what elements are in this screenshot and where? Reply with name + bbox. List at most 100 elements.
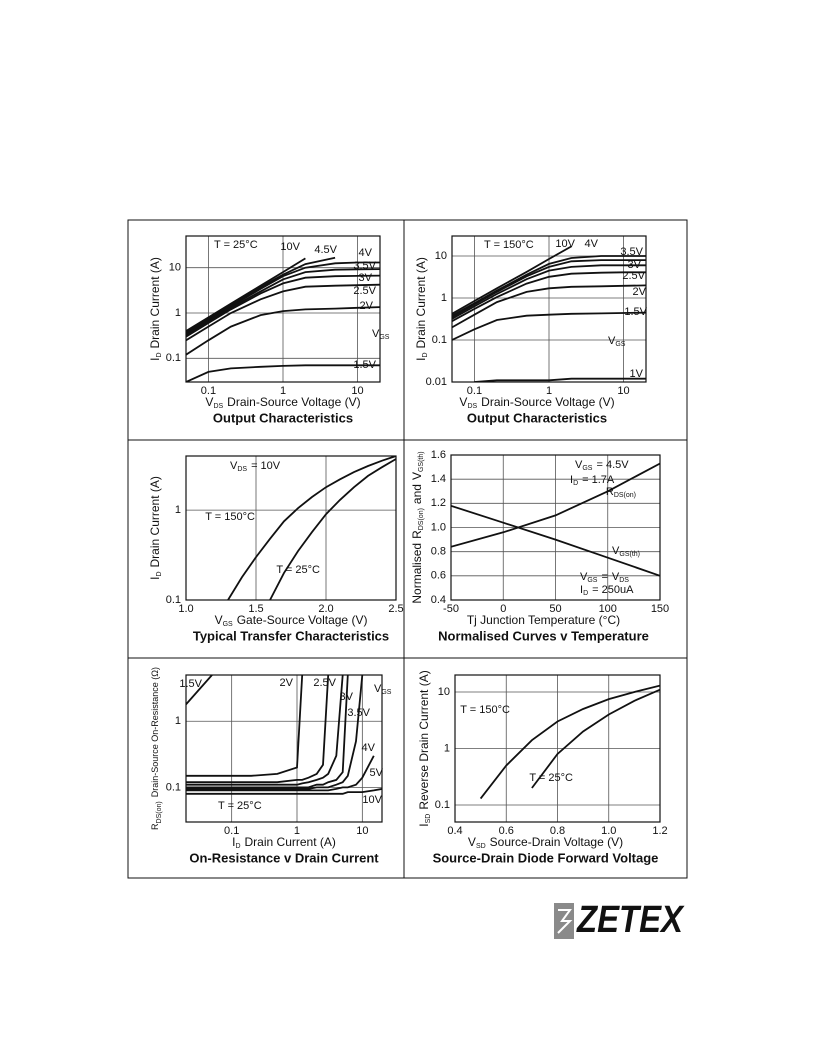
frame bbox=[127, 219, 688, 879]
curve-label: 3.5V bbox=[347, 707, 370, 719]
text-part: T = 25°C bbox=[276, 564, 320, 576]
subscript: GS(th) bbox=[418, 451, 425, 472]
curve-label: 3V bbox=[340, 691, 354, 703]
subscript: D bbox=[156, 571, 163, 576]
curve bbox=[452, 255, 646, 317]
text-part: 3.5V bbox=[620, 246, 643, 258]
x-tick-label: 1.2 bbox=[652, 825, 667, 837]
subscript: SD bbox=[425, 814, 432, 824]
curve bbox=[186, 675, 213, 705]
subscript: DS bbox=[619, 577, 629, 584]
symbol: I bbox=[148, 358, 162, 361]
symbol: V bbox=[468, 835, 476, 849]
y-tick-label: 0.1 bbox=[166, 352, 181, 364]
subscript: GS bbox=[381, 689, 391, 696]
y-axis-label: RDS(on) Drain-Source On-Resistance (Ω) bbox=[150, 667, 162, 830]
y-tick-label: 10 bbox=[435, 250, 447, 262]
curve-label: 2V bbox=[633, 286, 647, 298]
curve-label: 3V bbox=[359, 272, 373, 284]
curve bbox=[186, 364, 380, 382]
x-tick-label: 0.8 bbox=[550, 825, 565, 837]
subscript: GS bbox=[223, 621, 233, 628]
symbol: V bbox=[215, 613, 223, 627]
annotation: VGS = VDS bbox=[580, 571, 629, 584]
symbol: V bbox=[580, 571, 588, 583]
plot-border bbox=[450, 454, 661, 601]
subscript: D bbox=[583, 590, 588, 597]
chart bbox=[454, 674, 661, 823]
y-tick-label: 1.4 bbox=[431, 473, 446, 485]
curve bbox=[531, 688, 660, 789]
y-axis-label: ISD Reverse Drain Current (A) bbox=[417, 670, 432, 826]
x-axis-label: VGS Gate-Source Voltage (V) bbox=[215, 613, 368, 628]
y-tick-label: 1.2 bbox=[431, 497, 446, 509]
subscript: GS(th) bbox=[619, 551, 640, 558]
text-part: Drain-Source On-Resistance (Ω) bbox=[150, 667, 160, 797]
subscript: GS bbox=[587, 577, 597, 584]
subscript: GS bbox=[379, 334, 389, 341]
symbol: V bbox=[459, 395, 467, 409]
symbol: R bbox=[150, 823, 160, 830]
subscript: GS bbox=[615, 341, 625, 348]
text-part: 5V bbox=[370, 767, 384, 779]
x-tick-label: 1 bbox=[546, 385, 552, 397]
x-tick-label: 1 bbox=[294, 825, 300, 837]
curve bbox=[452, 259, 646, 318]
text-part: Drain Current (A) bbox=[414, 257, 428, 348]
text-part: Normalised bbox=[410, 543, 424, 604]
chart bbox=[450, 454, 661, 601]
text-part: and bbox=[410, 484, 424, 504]
curve-label: 10V bbox=[280, 241, 300, 253]
symbol: V bbox=[410, 472, 424, 480]
text-part: 1.5V bbox=[624, 306, 647, 318]
curve bbox=[186, 306, 380, 356]
curve-label: T = 150°C bbox=[205, 511, 255, 523]
plot-border bbox=[454, 674, 661, 823]
text-part: = bbox=[601, 571, 607, 583]
text-part: T = 25°C bbox=[214, 239, 258, 251]
curve bbox=[186, 675, 344, 786]
x-axis-label: VDS Drain-Source Voltage (V) bbox=[205, 395, 360, 410]
text-part: T = 150°C bbox=[484, 239, 534, 251]
curve bbox=[186, 675, 304, 777]
subscript: D bbox=[156, 352, 163, 357]
subscript: DS(on) bbox=[614, 492, 636, 499]
x-tick-label: 100 bbox=[599, 603, 617, 615]
curve bbox=[452, 311, 646, 341]
text-part: 2.5V bbox=[622, 270, 645, 282]
subscript: DS(on) bbox=[156, 801, 163, 823]
annotation: T = 150°C bbox=[484, 239, 534, 251]
y-tick-label: 1 bbox=[175, 307, 181, 319]
curve bbox=[186, 256, 336, 333]
symbol: I bbox=[570, 474, 573, 486]
curve bbox=[227, 456, 396, 600]
x-tick-label: 0.1 bbox=[201, 385, 216, 397]
chart bbox=[451, 235, 647, 383]
logo-icon bbox=[554, 903, 574, 939]
curve bbox=[452, 271, 646, 322]
curve-label: 2V bbox=[280, 677, 294, 689]
text-part: T = 25°C bbox=[218, 800, 262, 812]
x-tick-label: 1.0 bbox=[178, 603, 193, 615]
text-part: 1.5V bbox=[179, 678, 202, 690]
chart-title: Output Characteristics bbox=[213, 410, 353, 425]
symbol: I bbox=[580, 584, 583, 596]
y-tick-label: 0.4 bbox=[431, 594, 446, 606]
chart-title: Typical Transfer Characteristics bbox=[193, 628, 389, 643]
x-tick-label: 10 bbox=[356, 825, 368, 837]
y-tick-label: 0.6 bbox=[431, 570, 446, 582]
text-part: 1V bbox=[630, 368, 644, 380]
text-part: 2.5V bbox=[313, 677, 336, 689]
subscript: GS bbox=[582, 465, 592, 472]
curve-label: 4.5V bbox=[314, 244, 337, 256]
text-part: 10V bbox=[362, 794, 382, 806]
y-axis-label: ID Drain Current (A) bbox=[148, 476, 163, 580]
curve-label: 5V bbox=[370, 767, 384, 779]
x-axis-label: ID Drain Current (A) bbox=[232, 835, 336, 850]
text-part: 3V bbox=[359, 272, 373, 284]
annotation: T = 25°C bbox=[214, 239, 258, 251]
subscript: D bbox=[422, 352, 429, 357]
plot-border bbox=[185, 455, 397, 601]
